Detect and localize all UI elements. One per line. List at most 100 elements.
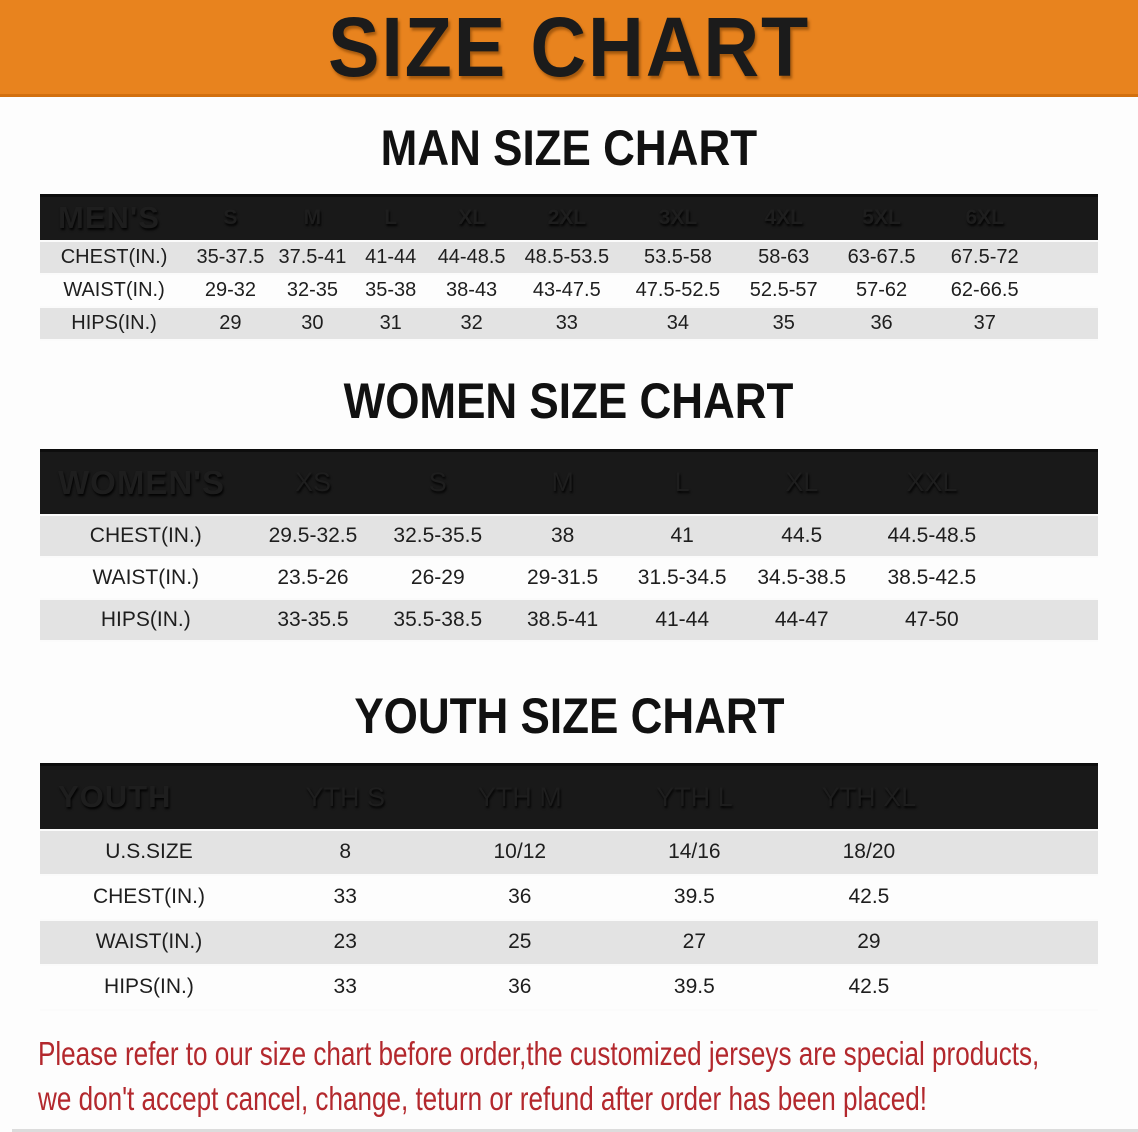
size-value: 41-44 bbox=[352, 240, 430, 275]
table-row: HIPS(IN.) 33 36 39.5 42.5 bbox=[40, 964, 1098, 1011]
column-header: 5XL bbox=[831, 194, 932, 242]
spacer-cell bbox=[956, 829, 1098, 876]
size-value: 44-48.5 bbox=[429, 240, 514, 275]
size-value: 23.5-26 bbox=[251, 557, 375, 600]
table-row: WAIST(IN.) 23 25 27 29 bbox=[40, 919, 1098, 966]
youth-size-table: YOUTH YTH S YTH M YTH L YTH XL U.S.SIZE … bbox=[40, 763, 1098, 1011]
men-section-heading: MAN SIZE CHART bbox=[0, 122, 1138, 174]
size-value: 32.5-35.5 bbox=[374, 515, 502, 558]
size-value: 47.5-52.5 bbox=[619, 273, 737, 308]
women-table-label: WOMEN'S bbox=[40, 448, 252, 516]
size-value: 38 bbox=[501, 515, 624, 558]
size-value: 41 bbox=[623, 515, 741, 558]
size-value: 14/16 bbox=[607, 829, 782, 876]
size-value: 39.5 bbox=[607, 874, 782, 921]
column-header: L bbox=[352, 194, 430, 242]
column-header: XL bbox=[429, 194, 514, 242]
size-value: 53.5-58 bbox=[619, 240, 737, 275]
size-value: 37.5-41 bbox=[272, 240, 353, 275]
size-value: 44.5 bbox=[740, 515, 864, 558]
table-row: HIPS(IN.) 29 30 31 32 33 34 35 36 37 bbox=[40, 306, 1098, 341]
size-value: 26-29 bbox=[374, 557, 502, 600]
bottom-divider bbox=[12, 1129, 1138, 1132]
column-header: S bbox=[188, 194, 273, 242]
men-size-table: MEN'S S M L XL 2XL 3XL 4XL 5XL 6XL CHEST… bbox=[40, 194, 1098, 341]
column-header: 6XL bbox=[931, 194, 1038, 242]
row-label: HIPS(IN.) bbox=[40, 599, 252, 642]
size-value: 33 bbox=[257, 874, 433, 921]
size-value: 33 bbox=[513, 306, 620, 341]
row-label: WAIST(IN.) bbox=[40, 919, 258, 966]
spacer-cell bbox=[1000, 557, 1098, 600]
column-header: 2XL bbox=[513, 194, 620, 242]
banner-title: SIZE CHART bbox=[327, 0, 811, 94]
spacer-cell bbox=[1000, 599, 1098, 642]
women-section-heading: WOMEN SIZE CHART bbox=[0, 375, 1138, 427]
size-value: 32-35 bbox=[272, 273, 353, 308]
size-value: 47-50 bbox=[863, 599, 1001, 642]
size-value: 31.5-34.5 bbox=[623, 557, 741, 600]
men-table-label: MEN'S bbox=[40, 194, 189, 242]
row-label: CHEST(IN.) bbox=[40, 240, 189, 275]
size-value: 36 bbox=[432, 874, 608, 921]
size-value: 32 bbox=[429, 306, 514, 341]
row-label: HIPS(IN.) bbox=[40, 306, 189, 341]
size-value: 33 bbox=[257, 964, 433, 1011]
footnote-line-1: Please refer to our size chart before or… bbox=[38, 1034, 1040, 1072]
column-header: XL bbox=[740, 448, 864, 516]
size-value: 34 bbox=[619, 306, 737, 341]
size-value: 10/12 bbox=[432, 829, 608, 876]
men-header-row: MEN'S S M L XL 2XL 3XL 4XL 5XL 6XL bbox=[40, 194, 1098, 242]
size-value: 41-44 bbox=[623, 599, 741, 642]
size-value: 29.5-32.5 bbox=[251, 515, 375, 558]
column-header: M bbox=[501, 448, 624, 516]
size-value: 38.5-42.5 bbox=[863, 557, 1001, 600]
row-label: HIPS(IN.) bbox=[40, 964, 258, 1011]
women-header-row: WOMEN'S XS S M L XL XXL bbox=[40, 448, 1098, 516]
column-header: 3XL bbox=[619, 194, 737, 242]
column-header: XS bbox=[251, 448, 375, 516]
size-value: 29-31.5 bbox=[501, 557, 624, 600]
table-row: CHEST(IN.) 35-37.5 37.5-41 41-44 44-48.5… bbox=[40, 240, 1098, 275]
row-label: U.S.SIZE bbox=[40, 829, 258, 876]
size-value: 63-67.5 bbox=[831, 240, 932, 275]
column-header: XXL bbox=[863, 448, 1001, 516]
size-value: 42.5 bbox=[781, 964, 957, 1011]
men-section-heading-text: MAN SIZE CHART bbox=[380, 120, 758, 176]
size-value: 44-47 bbox=[740, 599, 864, 642]
size-value: 44.5-48.5 bbox=[863, 515, 1001, 558]
spacer-cell bbox=[1037, 194, 1098, 242]
column-header: YTH M bbox=[432, 763, 608, 831]
size-value: 52.5-57 bbox=[736, 273, 832, 308]
spacer-cell bbox=[956, 919, 1098, 966]
size-value: 23 bbox=[257, 919, 433, 966]
column-header: YTH L bbox=[607, 763, 782, 831]
size-value: 43-47.5 bbox=[513, 273, 620, 308]
size-value: 35-37.5 bbox=[188, 240, 273, 275]
spacer-cell bbox=[956, 874, 1098, 921]
row-label: WAIST(IN.) bbox=[40, 273, 189, 308]
table-row: WAIST(IN.) 29-32 32-35 35-38 38-43 43-47… bbox=[40, 273, 1098, 308]
size-value: 35-38 bbox=[352, 273, 430, 308]
spacer-cell bbox=[1037, 306, 1098, 341]
spacer-cell bbox=[1037, 240, 1098, 275]
column-header: YTH S bbox=[257, 763, 433, 831]
spacer-cell bbox=[956, 964, 1098, 1011]
size-value: 25 bbox=[432, 919, 608, 966]
size-value: 42.5 bbox=[781, 874, 957, 921]
size-value: 27 bbox=[607, 919, 782, 966]
size-value: 30 bbox=[272, 306, 353, 341]
spacer-cell bbox=[1000, 515, 1098, 558]
size-value: 18/20 bbox=[781, 829, 957, 876]
row-label: WAIST(IN.) bbox=[40, 557, 252, 600]
size-value: 57-62 bbox=[831, 273, 932, 308]
table-row: WAIST(IN.) 23.5-26 26-29 29-31.5 31.5-34… bbox=[40, 557, 1098, 600]
table-row: HIPS(IN.) 33-35.5 35.5-38.5 38.5-41 41-4… bbox=[40, 599, 1098, 642]
size-value: 29 bbox=[781, 919, 957, 966]
table-row: U.S.SIZE 8 10/12 14/16 18/20 bbox=[40, 829, 1098, 876]
size-value: 67.5-72 bbox=[931, 240, 1038, 275]
youth-section-heading: YOUTH SIZE CHART bbox=[0, 690, 1138, 742]
column-header: 4XL bbox=[736, 194, 832, 242]
column-header: S bbox=[374, 448, 502, 516]
row-label: CHEST(IN.) bbox=[40, 515, 252, 558]
